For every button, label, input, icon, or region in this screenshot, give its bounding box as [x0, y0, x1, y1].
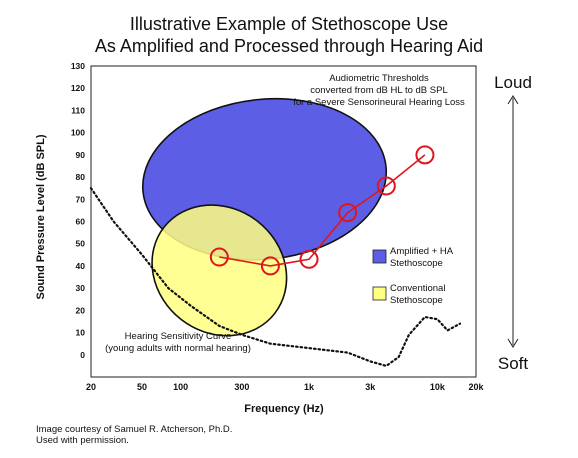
y-tick-label: 100 — [71, 128, 85, 138]
threshold-point — [376, 176, 396, 196]
y-tick-label: 30 — [76, 283, 86, 293]
curve-label-line-1: Hearing Sensitivity Curve — [125, 331, 232, 342]
thresholds-label-line-3: for a Severe Sensorineural Hearing Loss — [293, 97, 465, 108]
x-axis-label: Frequency (Hz) — [244, 403, 324, 415]
chart-title-line-1: Illustrative Example of Stethoscope Use — [130, 14, 448, 34]
x-tick-label: 50 — [137, 382, 147, 392]
hearing-sensitivity-curve — [89, 187, 462, 368]
x-tick-label: 10k — [430, 382, 446, 392]
y-tick-label: 110 — [71, 105, 85, 115]
curve-layer — [89, 187, 462, 368]
credit-line-2: Used with permission. — [36, 435, 129, 446]
y-tick-label: 20 — [76, 305, 86, 315]
legend-label-amplified-line-2: Stethoscope — [390, 258, 443, 269]
image-credit: Image courtesy of Samuel R. Atcherson, P… — [36, 424, 232, 446]
y-tick-label: 40 — [76, 261, 86, 271]
y-tick-label: 0 — [80, 350, 85, 360]
legend-label-conventional-line-1: Conventional — [390, 283, 445, 294]
threshold-layer — [209, 145, 435, 276]
legend-label-amplified-line-1: Amplified + HA — [390, 246, 454, 257]
arrow-down-icon — [507, 338, 519, 348]
threshold-point — [299, 249, 319, 269]
threshold-point — [338, 203, 358, 223]
y-tick-label: 130 — [71, 61, 85, 71]
y-axis-label: Sound Pressure Level (dB SPL) — [35, 134, 47, 299]
thresholds-label-line-1: Audiometric Thresholds — [329, 73, 429, 84]
arrow-up-icon — [507, 95, 519, 105]
x-tick-label: 1k — [304, 382, 315, 392]
chart-title-line-2: As Amplified and Processed through Heari… — [95, 36, 483, 56]
threshold-point — [260, 256, 280, 276]
y-tick-label: 80 — [76, 172, 86, 182]
legend-swatch-amplified — [372, 249, 387, 264]
credit-line-1: Image courtesy of Samuel R. Atcherson, P… — [36, 424, 233, 435]
y-tick-label: 90 — [76, 150, 86, 160]
x-tick-label: 100 — [173, 382, 188, 392]
x-tick-label: 3k — [365, 382, 376, 392]
y-tick-label: 120 — [71, 83, 85, 93]
x-tick-label: 300 — [234, 382, 249, 392]
loud-label: Loud — [494, 73, 532, 92]
y-tick-label: 60 — [76, 217, 86, 227]
legend-label-conventional-line-2: Stethoscope — [390, 295, 443, 306]
y-tick-label: 70 — [76, 194, 86, 204]
curve-label-line-2: (young adults with normal hearing) — [105, 343, 251, 354]
threshold-point — [209, 247, 229, 267]
y-axis-ticks: 0 10 20 30 40 50 60 70 80 90 100 110 120 130 — [71, 61, 85, 360]
thresholds-label-line-2: converted from dB HL to dB SPL — [310, 85, 447, 96]
x-tick-label: 20k — [468, 382, 484, 392]
y-tick-label: 50 — [76, 239, 86, 249]
threshold-point — [415, 145, 435, 165]
legend-swatch-conventional — [372, 286, 387, 301]
soft-label: Soft — [498, 354, 529, 373]
x-tick-label: 20 — [86, 382, 96, 392]
x-axis-ticks: 20 50 100 300 1k 3k 10k 20k — [86, 382, 485, 392]
y-tick-label: 10 — [76, 328, 86, 338]
